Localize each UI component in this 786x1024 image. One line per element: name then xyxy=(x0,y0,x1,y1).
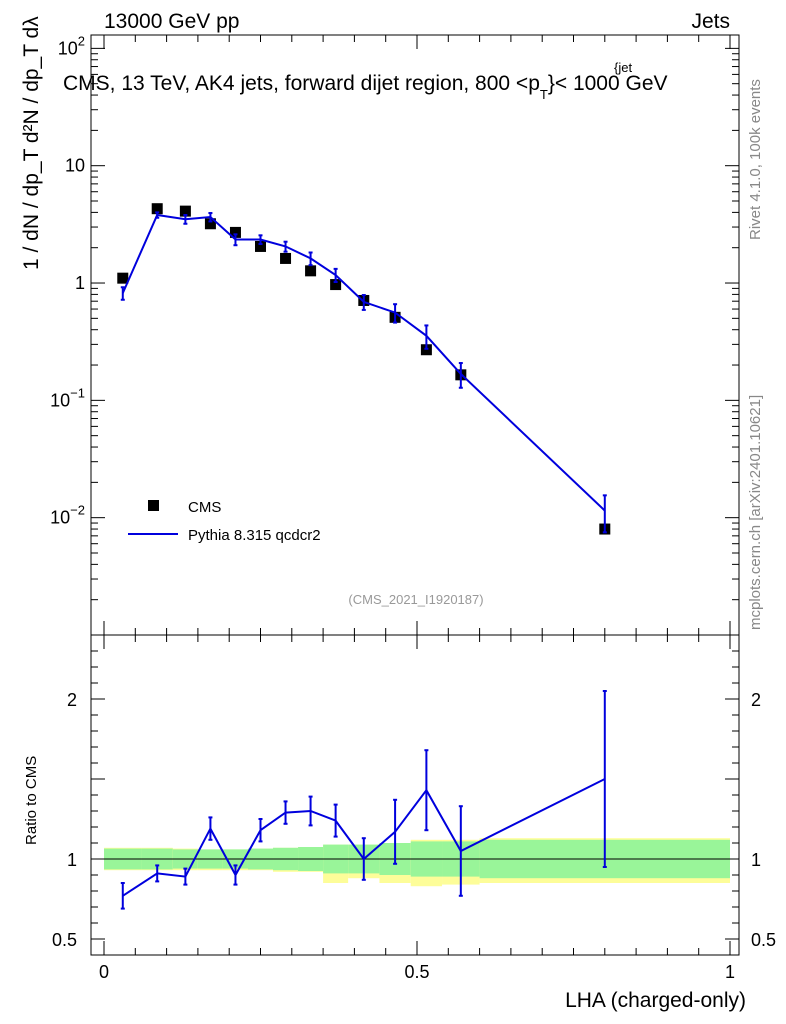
ratio-frame xyxy=(90,634,740,956)
header-right: Jets xyxy=(691,10,730,33)
legend-label-pythia: Pythia 8.315 qcdcr2 xyxy=(188,527,321,544)
analysis-label: (CMS_2021_I1920187) xyxy=(348,592,483,607)
ratio-y-tick-label-left: 1 xyxy=(67,850,77,870)
legend-marker-cms xyxy=(148,500,159,511)
data-point-cms xyxy=(280,252,292,264)
chart-title: CMS, 13 TeV, AK4 jets, forward dijet reg… xyxy=(63,72,668,102)
main-y-label: 1 / dN / dp_T d²N / dp_T dλ xyxy=(20,16,43,270)
legend-label-cms: CMS xyxy=(188,499,221,516)
main-y-tick-label: 10−2 xyxy=(50,503,85,528)
header-left: 13000 GeV pp xyxy=(104,10,239,33)
ratio-y-tick-label-left: 0.5 xyxy=(52,930,77,950)
rivet-version-label: Rivet 4.1.0, 100k events xyxy=(747,79,764,240)
data-point-cms xyxy=(117,272,129,284)
main-y-tick-label: 10 xyxy=(65,156,85,176)
ratio-y-tick-label-right: 1 xyxy=(751,850,761,870)
data-point-cms xyxy=(151,203,163,215)
ratio-y-tick-label-right: 0.5 xyxy=(751,930,776,950)
ratio-plot-marks xyxy=(91,690,739,910)
main-frame xyxy=(90,34,740,636)
main-y-tick-label: 1 xyxy=(75,273,85,293)
data-point-cms xyxy=(179,205,191,217)
ratio-axes: 0 0.5 1 0.5 0.5 1 1 2 2 xyxy=(52,634,776,982)
mcplots-url-label: mcplots.cern.ch [arXiv:2401.10621] xyxy=(747,395,764,630)
ratio-y-tick-label-left: 2 xyxy=(67,690,77,710)
main-panel: 10−2 10−1 1 10 102 CMS, 13 TeV, AK4 jets, fo… xyxy=(20,16,740,636)
main-y-tick-label: 102 xyxy=(58,33,85,58)
main-y-tick-label: 10−1 xyxy=(50,385,85,410)
ratio-line-pythia xyxy=(122,778,606,897)
main-plot-marks xyxy=(117,203,611,535)
main-axes: 10−2 10−1 1 10 102 xyxy=(50,33,739,636)
x-tick-label: 0 xyxy=(99,962,109,982)
series-line-pythia xyxy=(121,213,606,512)
data-point-cms xyxy=(204,218,216,230)
ratio-panel: 0 0.5 1 0.5 0.5 1 1 2 2 Ratio to CMS xyxy=(23,634,776,982)
ratio-y-label: Ratio to CMS xyxy=(23,756,40,845)
chart-title-superscript: {jet xyxy=(614,60,632,75)
x-tick-label: 1 xyxy=(725,962,735,982)
data-point-cms xyxy=(255,240,266,252)
x-tick-label: 0.5 xyxy=(404,962,429,982)
data-point-cms xyxy=(305,265,317,277)
data-point-cms xyxy=(229,226,241,238)
ratio-y-tick-label-right: 2 xyxy=(751,690,761,710)
x-axis-label: LHA (charged-only) xyxy=(565,989,746,1012)
data-point-cms xyxy=(330,279,342,291)
